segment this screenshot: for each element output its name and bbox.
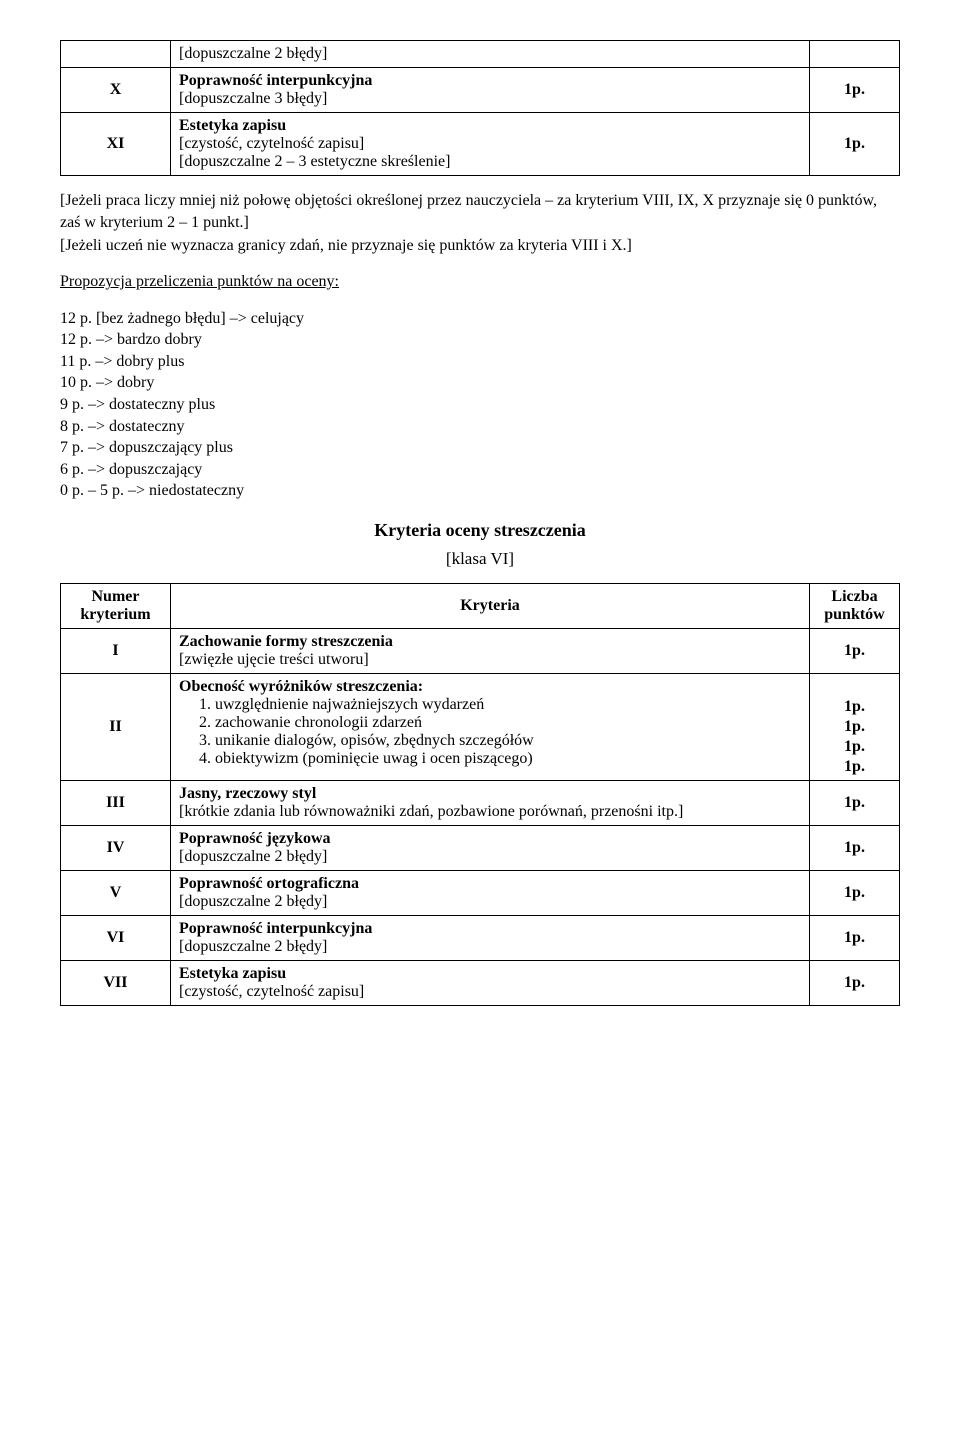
criterion-title: Obecność wyróżników streszczenia: bbox=[179, 678, 801, 696]
criterion-number: IV bbox=[61, 825, 171, 870]
criterion-points bbox=[810, 41, 900, 68]
scale-line: 7 p. –> dopuszczający plus bbox=[60, 437, 900, 459]
list-item: zachowanie chronologii zdarzeń bbox=[215, 714, 801, 732]
criterion-content: Estetyka zapisu[czystość, czytelność zap… bbox=[171, 113, 810, 176]
scale-line: 10 p. –> dobry bbox=[60, 372, 900, 394]
content-line: [zwięzłe ujęcie treści utworu] bbox=[179, 651, 801, 669]
table-row: VIIEstetyka zapisu[czystość, czytelność … bbox=[61, 960, 900, 1005]
criterion-content: Zachowanie formy streszczenia[zwięzłe uj… bbox=[171, 628, 810, 673]
points-spacer bbox=[818, 678, 891, 696]
criterion-number: VI bbox=[61, 915, 171, 960]
list-item: uwzględnienie najważniejszych wydarzeń bbox=[215, 696, 801, 714]
criterion-points: 1p. bbox=[810, 915, 900, 960]
table-row: IZachowanie formy streszczenia[zwięzłe u… bbox=[61, 628, 900, 673]
section-subtitle: [klasa VI] bbox=[60, 549, 900, 569]
table-row: VPoprawność ortograficzna[dopuszczalne 2… bbox=[61, 870, 900, 915]
content-line: [czystość, czytelność zapisu] bbox=[179, 983, 801, 1001]
criterion-title: Jasny, rzeczowy styl bbox=[179, 785, 801, 803]
criterion-number: I bbox=[61, 628, 171, 673]
criterion-points: 1p. bbox=[810, 68, 900, 113]
criterion-number: II bbox=[61, 673, 171, 780]
criterion-content: [dopuszczalne 2 błędy] bbox=[171, 41, 810, 68]
criterion-title: Poprawność ortograficzna bbox=[179, 875, 801, 893]
criterion-content: Poprawność ortograficzna[dopuszczalne 2 … bbox=[171, 870, 810, 915]
content-line: [krótkie zdania lub równoważniki zdań, p… bbox=[179, 803, 801, 821]
list-item: obiektywizm (pominięcie uwag i ocen pisz… bbox=[215, 750, 801, 768]
table-header-row: Numer kryterium Kryteria Liczba punktów bbox=[61, 583, 900, 628]
note-text-2: [Jeżeli uczeń nie wyznacza granicy zdań,… bbox=[60, 237, 632, 254]
points-value: 1p. bbox=[818, 718, 891, 736]
criterion-content: Estetyka zapisu[czystość, czytelność zap… bbox=[171, 960, 810, 1005]
criterion-points: 1p. bbox=[810, 113, 900, 176]
criterion-number: X bbox=[61, 68, 171, 113]
scale-line: 12 p. –> bardzo dobry bbox=[60, 329, 900, 351]
criterion-points: 1p. bbox=[810, 960, 900, 1005]
criterion-points: 1p. bbox=[810, 628, 900, 673]
criterion-points: 1p. bbox=[810, 825, 900, 870]
scale-heading-wrap: Propozycja przeliczenia punktów na oceny… bbox=[60, 271, 900, 293]
table-row: XIEstetyka zapisu[czystość, czytelność z… bbox=[61, 113, 900, 176]
content-line: [dopuszczalne 2 błędy] bbox=[179, 848, 801, 866]
criterion-points: 1p. bbox=[810, 780, 900, 825]
header-numer: Numer kryterium bbox=[61, 583, 171, 628]
scale-line: 9 p. –> dostateczny plus bbox=[60, 394, 900, 416]
points-value: 1p. bbox=[818, 738, 891, 756]
criterion-number: XI bbox=[61, 113, 171, 176]
criterion-title: Poprawność językowa bbox=[179, 830, 801, 848]
criterion-title: Zachowanie formy streszczenia bbox=[179, 633, 801, 651]
content-line: [dopuszczalne 2 – 3 estetyczne skreśleni… bbox=[179, 153, 801, 171]
content-line: [dopuszczalne 2 błędy] bbox=[179, 45, 801, 63]
criterion-title: Poprawność interpunkcyjna bbox=[179, 920, 801, 938]
scale-list: 12 p. [bez żadnego błędu] –> celujący12 … bbox=[60, 308, 900, 502]
criterion-title: Estetyka zapisu bbox=[179, 965, 801, 983]
note-paragraph-1: [Jeżeli praca liczy mniej niż połowę obj… bbox=[60, 190, 900, 257]
list-item: unikanie dialogów, opisów, zbędnych szcz… bbox=[215, 732, 801, 750]
content-line: Poprawność interpunkcyjna bbox=[179, 72, 801, 90]
criterion-content: Jasny, rzeczowy styl[krótkie zdania lub … bbox=[171, 780, 810, 825]
content-line: [dopuszczalne 2 błędy] bbox=[179, 893, 801, 911]
criterion-content: Poprawność interpunkcyjna[dopuszczalne 2… bbox=[171, 915, 810, 960]
content-line: [czystość, czytelność zapisu] bbox=[179, 135, 801, 153]
criterion-content: Obecność wyróżników streszczenia:uwzględ… bbox=[171, 673, 810, 780]
scale-line: 8 p. –> dostateczny bbox=[60, 416, 900, 438]
table-row: IIObecność wyróżników streszczenia:uwzgl… bbox=[61, 673, 900, 780]
table-row: VIPoprawność interpunkcyjna[dopuszczalne… bbox=[61, 915, 900, 960]
points-value: 1p. bbox=[818, 758, 891, 776]
criterion-content: Poprawność interpunkcyjna[dopuszczalne 3… bbox=[171, 68, 810, 113]
scale-line: 6 p. –> dopuszczający bbox=[60, 459, 900, 481]
points-value: 1p. bbox=[818, 698, 891, 716]
content-line: [dopuszczalne 3 błędy] bbox=[179, 90, 801, 108]
scale-line: 11 p. –> dobry plus bbox=[60, 351, 900, 373]
note-text-1: [Jeżeli praca liczy mniej niż połowę obj… bbox=[60, 192, 877, 231]
table-row: [dopuszczalne 2 błędy] bbox=[61, 41, 900, 68]
criterion-content: Poprawność językowa[dopuszczalne 2 błędy… bbox=[171, 825, 810, 870]
scale-line: 0 p. – 5 p. –> niedostateczny bbox=[60, 480, 900, 502]
table-row: XPoprawność interpunkcyjna[dopuszczalne … bbox=[61, 68, 900, 113]
section-title: Kryteria oceny streszczenia bbox=[60, 520, 900, 541]
table-row: IVPoprawność językowa[dopuszczalne 2 błę… bbox=[61, 825, 900, 870]
header-liczba: Liczba punktów bbox=[810, 583, 900, 628]
table-row: IIIJasny, rzeczowy styl[krótkie zdania l… bbox=[61, 780, 900, 825]
criterion-points: 1p. 1p. 1p. 1p. bbox=[810, 673, 900, 780]
header-kryteria: Kryteria bbox=[171, 583, 810, 628]
content-line: Estetyka zapisu bbox=[179, 117, 801, 135]
main-criteria-table: Numer kryterium Kryteria Liczba punktów … bbox=[60, 583, 900, 1006]
criterion-number bbox=[61, 41, 171, 68]
criterion-number: V bbox=[61, 870, 171, 915]
criterion-sublist: uwzględnienie najważniejszych wydarzeńza… bbox=[215, 696, 801, 768]
criterion-points: 1p. bbox=[810, 870, 900, 915]
scale-line: 12 p. [bez żadnego błędu] –> celujący bbox=[60, 308, 900, 330]
content-line: [dopuszczalne 2 błędy] bbox=[179, 938, 801, 956]
criterion-number: VII bbox=[61, 960, 171, 1005]
criterion-number: III bbox=[61, 780, 171, 825]
scale-heading: Propozycja przeliczenia punktów na oceny… bbox=[60, 273, 339, 290]
top-criteria-table: [dopuszczalne 2 błędy]XPoprawność interp… bbox=[60, 40, 900, 176]
